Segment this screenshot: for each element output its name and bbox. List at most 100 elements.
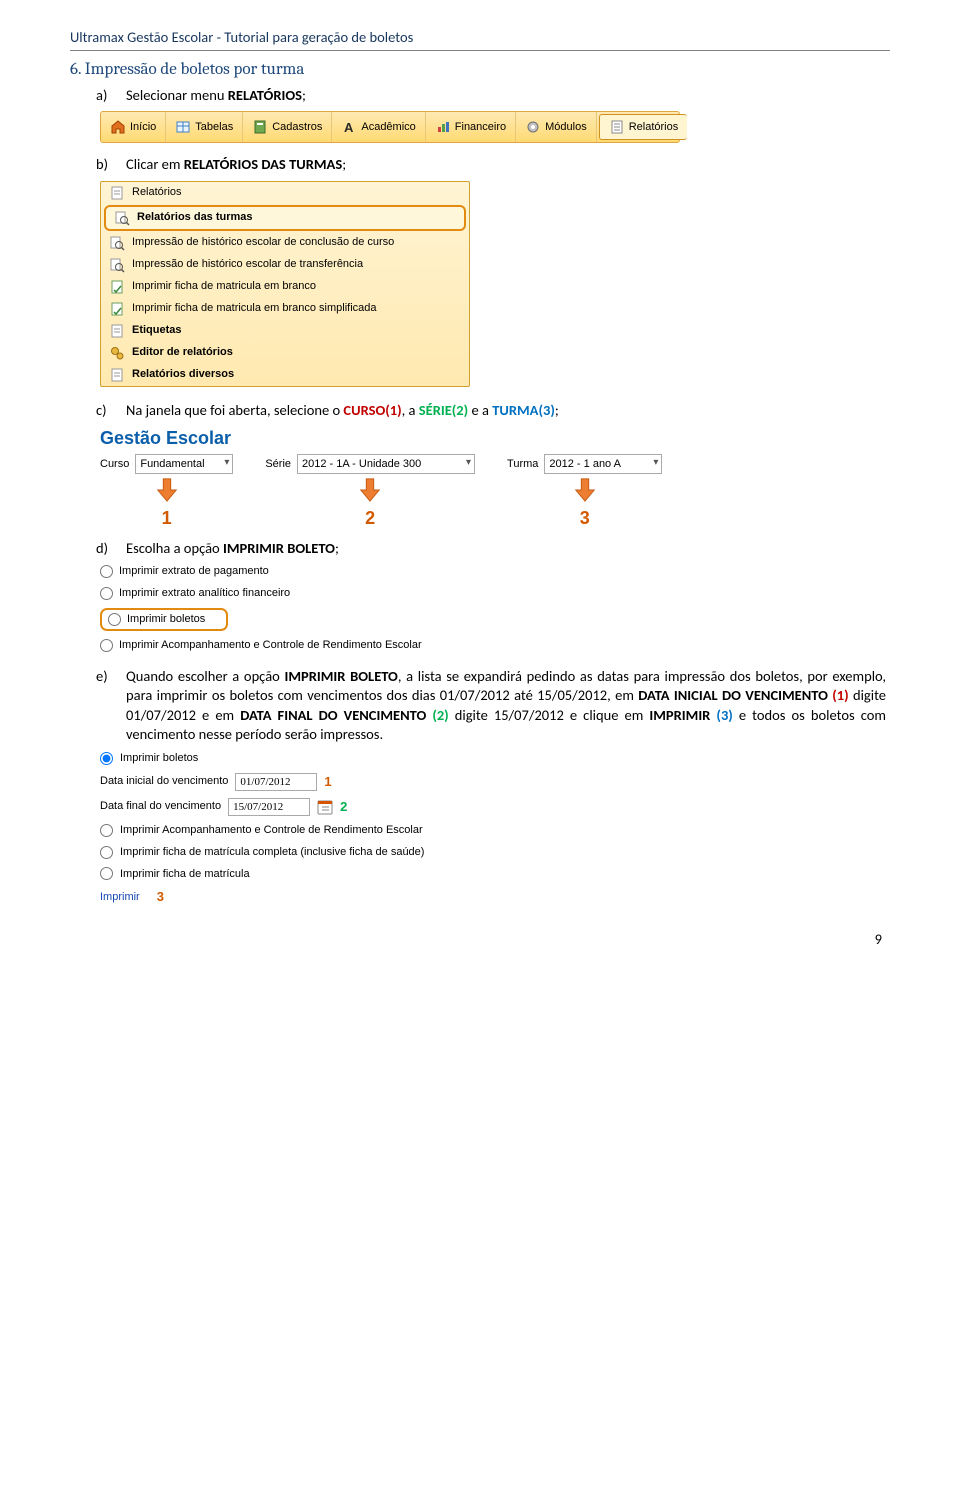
radio-imprimir-boletos[interactable] — [100, 752, 113, 765]
gestao-title: Gestão Escolar — [100, 426, 890, 450]
cfg-r3[interactable]: Imprimir ficha de matrícula — [100, 867, 890, 882]
toolbar-btn-cadastros[interactable]: Cadastros — [243, 112, 332, 142]
gear-icon — [525, 119, 541, 135]
menu-item[interactable]: Imprimir ficha de matricula em branco si… — [101, 298, 469, 320]
serie-select[interactable]: 2012 - 1A - Unidade 300 — [297, 454, 475, 474]
menu-label: Etiquetas — [132, 323, 182, 338]
annot-r1: (1) — [832, 686, 848, 704]
form-icon — [109, 279, 125, 295]
radio-option[interactable]: Imprimir Acompanhamento e Controle de Re… — [100, 638, 890, 653]
app-toolbar: Início Tabelas Cadastros AAcadêmico Financei… — [100, 111, 680, 143]
keyword-imprimir-boleto: IMPRIMIR BOLETO — [223, 539, 335, 557]
menu-item[interactable]: Imprimir ficha de matricula em branco — [101, 276, 469, 298]
kw2: DATA INICIAL DO VENCIMENTO — [638, 686, 832, 704]
radio-option[interactable]: Imprimir extrato analítico financeiro — [100, 586, 890, 601]
menu-item[interactable]: Impressão de histórico escolar de transf… — [101, 254, 469, 276]
radio-r3[interactable] — [100, 867, 113, 880]
toolbar-btn-financeiro[interactable]: Financeiro — [426, 112, 516, 142]
marker-turma: TURMA(3) — [492, 401, 555, 419]
chart-icon — [435, 119, 451, 135]
cfg-top-radio[interactable]: Imprimir boletos — [100, 751, 890, 766]
header-divider — [70, 50, 890, 51]
toolbar-btn-relatórios[interactable]: Relatórios — [599, 114, 688, 140]
doc-icon — [109, 367, 125, 383]
menu-label: Imprimir ficha de matricula em branco — [132, 279, 316, 294]
curso-select[interactable]: Fundamental — [135, 454, 233, 474]
annot-g1: (2) — [432, 706, 448, 724]
radio-input[interactable] — [100, 639, 113, 652]
toolbar-btn-início[interactable]: Início — [101, 112, 166, 142]
df-annot: 2 — [340, 798, 347, 816]
cfg-r1-label: Imprimir Acompanhamento e Controle de Re… — [120, 823, 423, 838]
di-input[interactable] — [235, 773, 317, 791]
gestao-panel: Gestão Escolar Curso Fundamental 1 Série… — [100, 426, 890, 531]
step-e-m3: digite 15/07/2012 e clique em — [449, 706, 650, 724]
toolbar-label: Tabelas — [195, 120, 233, 135]
radio-input[interactable] — [108, 613, 121, 626]
menu-item[interactable]: Editor de relatórios — [101, 342, 469, 364]
section-number: 6. — [70, 60, 81, 79]
print-link[interactable]: Imprimir — [100, 890, 140, 905]
toolbar-btn-módulos[interactable]: Módulos — [516, 112, 597, 142]
toolbar-label: Cadastros — [272, 120, 322, 135]
annot-1: 1 — [162, 506, 172, 530]
cfg-r2[interactable]: Imprimir ficha de matrícula completa (in… — [100, 845, 890, 860]
df-input[interactable] — [228, 798, 310, 816]
step-c-end: ; — [555, 401, 559, 419]
arrow-down-icon — [152, 477, 182, 503]
radio-option[interactable]: Imprimir extrato de pagamento — [100, 564, 890, 579]
mag-icon — [114, 210, 130, 226]
radio-input[interactable] — [100, 587, 113, 600]
step-c-m2: e a — [468, 401, 492, 419]
arrow-down-icon — [570, 477, 600, 503]
df-label: Data final do vencimento — [100, 799, 221, 814]
keyword-relatorios: RELATÓRIOS — [228, 86, 302, 104]
curso-column: Curso Fundamental 1 — [100, 454, 233, 530]
menu-label: Impressão de histórico escolar de conclu… — [132, 235, 394, 250]
annot-bl1: (3) — [716, 706, 732, 724]
marker-curso: CURSO(1) — [343, 401, 401, 419]
section-title: Impressão de boletos por turma — [85, 60, 305, 79]
home-icon — [110, 119, 126, 135]
radio-input[interactable] — [100, 565, 113, 578]
step-e-pre: Quando escolher a opção — [126, 667, 284, 685]
cfg-r2-label: Imprimir ficha de matrícula completa (in… — [120, 845, 424, 860]
turma-select[interactable]: 2012 - 1 ano A — [544, 454, 662, 474]
menu-item[interactable]: Etiquetas — [101, 320, 469, 342]
toolbar-label: Início — [130, 120, 156, 135]
radio-label: Imprimir extrato analítico financeiro — [119, 586, 290, 601]
report-icon — [609, 119, 625, 135]
menu-label: Relatórios diversos — [132, 367, 234, 382]
book-icon — [252, 119, 268, 135]
cfg-top-label: Imprimir boletos — [120, 751, 198, 766]
page-header: Ultramax Gestão Escolar - Tutorial para … — [70, 28, 890, 48]
doc-icon — [109, 185, 125, 201]
radio-option[interactable]: Imprimir boletos — [100, 608, 228, 631]
step-b: Clicar em RELATÓRIOS DAS TURMAS; — [126, 155, 890, 175]
toolbar-btn-tabelas[interactable]: Tabelas — [166, 112, 243, 142]
menu-item[interactable]: Relatórios das turmas — [104, 205, 466, 231]
cfg-r1[interactable]: Imprimir Acompanhamento e Controle de Re… — [100, 823, 890, 838]
toolbar-label: Financeiro — [455, 120, 506, 135]
di-label: Data inicial do vencimento — [100, 774, 228, 789]
mag-icon — [109, 235, 125, 251]
menu-label: Relatórios das turmas — [137, 210, 253, 225]
calendar-icon[interactable] — [317, 799, 333, 815]
mag-icon — [109, 257, 125, 273]
menu-item[interactable]: Relatórios — [101, 182, 469, 204]
menu-item[interactable]: Relatórios diversos — [101, 364, 469, 386]
toolbar-btn-acadêmico[interactable]: AAcadêmico — [332, 112, 425, 142]
menu-item[interactable]: Impressão de histórico escolar de conclu… — [101, 232, 469, 254]
form-icon — [109, 301, 125, 317]
serie-label: Série — [265, 457, 291, 472]
radio-r1[interactable] — [100, 824, 113, 837]
radio-r2[interactable] — [100, 846, 113, 859]
step-a: Selecionar menu RELATÓRIOS; — [126, 86, 890, 106]
arrow-down-icon — [355, 477, 385, 503]
gears-icon — [109, 345, 125, 361]
print-config-panel: Imprimir boletos Data inicial do vencime… — [100, 751, 890, 906]
page-number: 9 — [875, 930, 882, 950]
annot-3: 3 — [580, 506, 590, 530]
step-d: Escolha a opção IMPRIMIR BOLETO; — [126, 539, 890, 559]
kw1: IMPRIMIR BOLETO — [284, 667, 397, 685]
